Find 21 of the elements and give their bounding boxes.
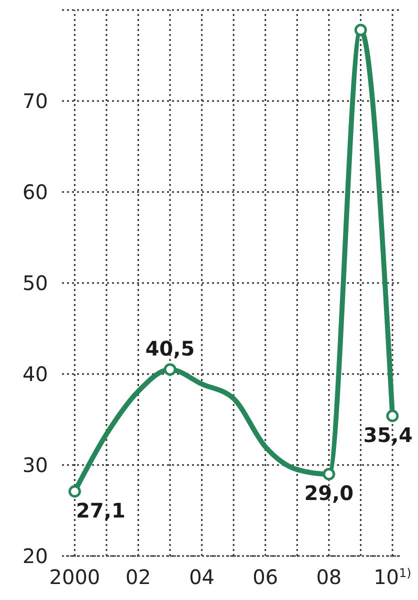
x-tick-label: 08 [316, 565, 342, 589]
y-tick-label: 20 [22, 544, 48, 568]
data-label: 27,1 [76, 498, 126, 522]
x-tick-label: 04 [189, 565, 215, 589]
y-tick-label: 30 [22, 453, 48, 477]
data-label: 40,5 [145, 336, 195, 360]
x-tick-label: 10$^{1)}$ [374, 565, 412, 589]
y-tick-label: 60 [22, 180, 48, 204]
y-tick-label: 70 [22, 89, 48, 113]
point [354, 24, 367, 36]
data-label: 35,4 [363, 422, 413, 447]
x-tick-label: 2000 [49, 565, 100, 589]
data-label: 29,0 [304, 481, 354, 506]
point [322, 468, 336, 480]
y-tick-label: 50 [22, 271, 48, 295]
y-tick-label: 40 [22, 362, 48, 386]
x-tick-label: 06 [252, 565, 278, 589]
x-tick-label: 02 [126, 565, 151, 589]
point [164, 363, 176, 376]
point [386, 410, 399, 422]
point [68, 485, 81, 498]
